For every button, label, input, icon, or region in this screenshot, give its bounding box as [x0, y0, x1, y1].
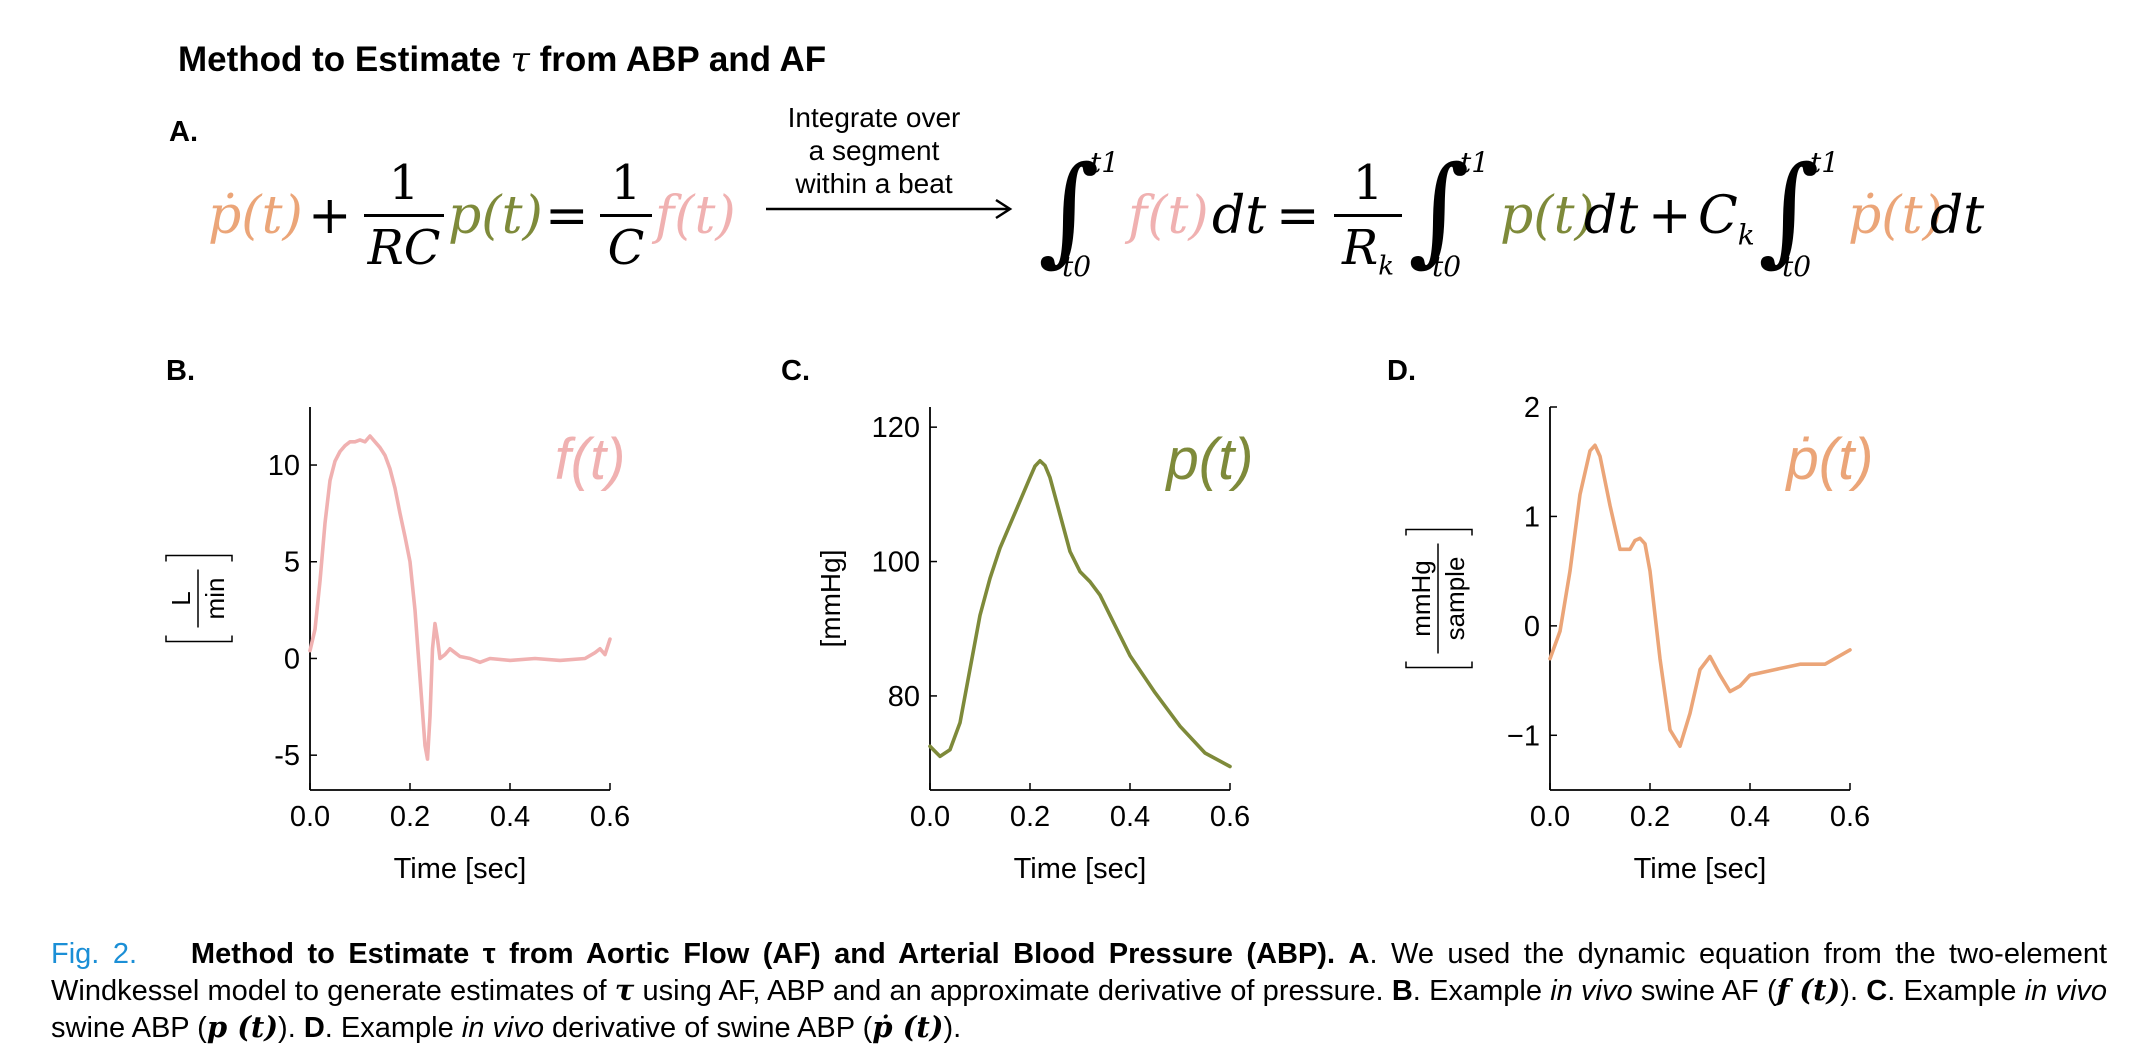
- y-axis-label-denominator: min: [200, 578, 230, 620]
- series-line: [1548, 443, 1852, 748]
- eq-dt-1: dt: [1212, 186, 1267, 246]
- tau-symbol: τ: [510, 40, 530, 80]
- y-axis-label: mmHg sample: [1405, 528, 1473, 669]
- series-legend-label: p(t): [1165, 427, 1254, 492]
- integral-sign-3: ∫: [1758, 140, 1820, 278]
- integral-1-upper: t1: [1090, 146, 1120, 179]
- y-tick-label: 10: [268, 450, 300, 482]
- eq-pdot: ṗ(t): [208, 186, 303, 246]
- x-axis-label: Time [sec]: [1014, 853, 1147, 885]
- series-line: [928, 459, 1232, 769]
- integral-2-lower: t0: [1432, 250, 1462, 283]
- eq-dt-3: dt: [1930, 186, 1985, 246]
- x-axis-label: Time [sec]: [394, 853, 527, 885]
- y-tick-label: 100: [872, 547, 920, 579]
- eq-int-p: p(t): [1500, 186, 1595, 246]
- x-tick-label: 0.6: [1830, 801, 1870, 833]
- eq-int-f: f(t): [1128, 186, 1209, 246]
- y-tick-label: 0: [284, 643, 300, 675]
- eq-equals: =: [545, 186, 589, 246]
- y-axis-label-right-bracket: [1405, 528, 1473, 536]
- series-line: [308, 434, 612, 761]
- chart-flow: 0.0 0.2 0.4 0.6 -5 0 5 10 Time [sec] L min f(t): [165, 407, 630, 885]
- y-tick-label: -5: [274, 740, 300, 772]
- eq-frac-1-rk: 1 Rk: [1334, 154, 1402, 296]
- series-legend-label: f(t): [555, 427, 626, 492]
- x-tick-label: 0.6: [590, 801, 630, 833]
- y-tick-label: 120: [872, 412, 920, 444]
- y-axis-label-left-bracket: [165, 635, 233, 643]
- series-legend-label: ṗ(t): [1785, 427, 1874, 492]
- eq-f: f(t): [655, 186, 736, 246]
- y-axis-label-text: [mmHg]: [815, 550, 846, 648]
- y-tick-label: 2: [1524, 392, 1540, 424]
- eq-plus: +: [308, 186, 352, 246]
- eq-int-pdot: ṗ(t): [1848, 186, 1943, 246]
- figure-title: Method to Estimate τ from ABP and AF: [178, 40, 827, 80]
- caption-fig-label: Fig. 2.: [51, 938, 138, 970]
- y-tick-label: 0: [1524, 611, 1540, 643]
- x-axis-label: Time [sec]: [1634, 853, 1767, 885]
- integral-1-lower: t0: [1062, 250, 1092, 283]
- integral-sign-1: ∫: [1038, 140, 1100, 278]
- x-tick-label: 0.0: [910, 801, 950, 833]
- x-tick-label: 0.4: [1730, 801, 1770, 833]
- x-tick-label: 0.4: [1110, 801, 1150, 833]
- integral-2-upper: t1: [1460, 146, 1490, 179]
- y-axis-label-numerator: L: [166, 591, 196, 605]
- caption-title: Method to Estimate τ from Aortic Flow (A…: [190, 938, 1335, 970]
- integral-3-upper: t1: [1810, 146, 1840, 179]
- panel-label-d: D.: [1387, 355, 1416, 387]
- y-tick-label: 80: [888, 681, 920, 713]
- chart-pressure: 0.0 0.2 0.4 0.6 80 100 120 Time [sec] [mmHg] p(t): [815, 407, 1254, 885]
- x-tick-label: 0.2: [390, 801, 430, 833]
- eq-frac-1-rc: 1 RC: [364, 154, 444, 277]
- x-tick-label: 0.0: [1530, 801, 1570, 833]
- eq-p: p(t): [448, 186, 543, 246]
- y-tick-label: −1: [1507, 720, 1540, 752]
- y-axis-label: [mmHg]: [815, 550, 846, 648]
- y-axis-label-numerator: mmHg: [1406, 560, 1436, 637]
- panel-label-b: B.: [166, 355, 195, 387]
- x-tick-label: 0.6: [1210, 801, 1250, 833]
- x-tick-label: 0.4: [490, 801, 530, 833]
- arrow-label: Integrate over a segment within a beat: [787, 102, 961, 199]
- eq-dt-2: dt: [1584, 186, 1639, 246]
- x-tick-label: 0.2: [1010, 801, 1050, 833]
- y-axis-label-denominator: sample: [1440, 557, 1470, 641]
- panel-label-c: C.: [781, 355, 810, 387]
- right-arrow-icon: [766, 198, 1013, 220]
- x-tick-label: 0.0: [290, 801, 330, 833]
- eq-equals-2: =: [1276, 186, 1320, 246]
- y-tick-label: 5: [284, 547, 300, 579]
- panel-label-a: A.: [169, 116, 198, 148]
- y-axis-label-left-bracket: [1405, 661, 1473, 669]
- figure-caption: Fig. 2. Method to Estimate τ from Aortic…: [51, 938, 2108, 1044]
- integral-3-lower: t0: [1782, 250, 1812, 283]
- eq-ck: Ck: [1698, 186, 1755, 252]
- y-axis-label-right-bracket: [165, 554, 233, 562]
- integral-sign-2: ∫: [1408, 140, 1470, 278]
- chart-derivative: 0.0 0.2 0.4 0.6 −1 0 1 2 Time [sec] mmHg sample ṗ(t…: [1405, 392, 1874, 885]
- x-tick-label: 0.2: [1630, 801, 1670, 833]
- y-tick-label: 1: [1524, 501, 1540, 533]
- eq-plus-2: +: [1648, 186, 1692, 246]
